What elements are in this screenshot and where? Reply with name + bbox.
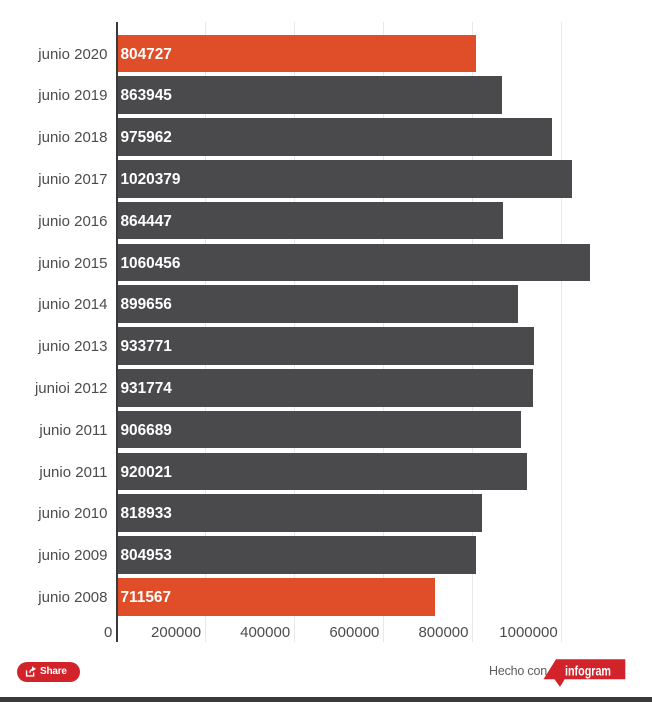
- svg-text:infogram: infogram: [565, 663, 611, 678]
